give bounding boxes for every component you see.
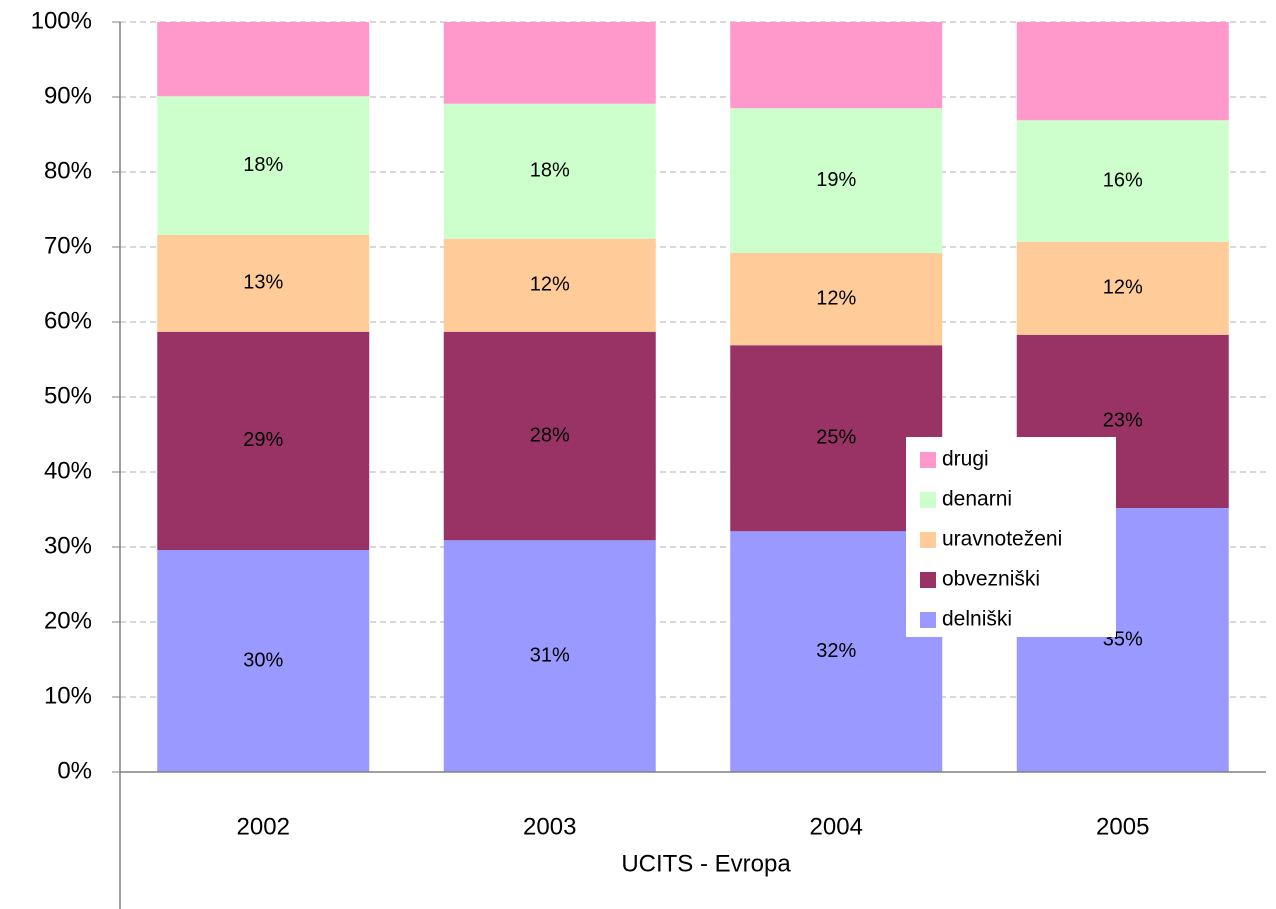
legend-swatch (920, 452, 936, 468)
legend-swatch (920, 492, 936, 508)
y-tick-label: 100% (31, 7, 92, 34)
y-tick-label: 10% (44, 682, 92, 709)
data-label: 30% (243, 649, 283, 671)
bar-segment (157, 96, 370, 235)
data-label: 25% (816, 427, 856, 449)
bar-segment (157, 331, 370, 550)
data-label: 32% (816, 640, 856, 662)
legend-label: obvezniški (942, 568, 1040, 591)
data-label: 12% (1103, 277, 1143, 299)
bar-segment (1016, 22, 1229, 121)
bar-segment (443, 331, 656, 541)
data-label: 16% (1103, 169, 1143, 191)
legend-swatch (920, 532, 936, 548)
y-tick-label: 70% (44, 232, 92, 259)
data-label: 28% (530, 424, 570, 446)
x-tick-label: 2002 (237, 813, 290, 840)
bar-segment (443, 22, 656, 104)
bar-segment (157, 550, 370, 772)
x-tick-label: 2004 (810, 813, 863, 840)
bar-segment (730, 108, 943, 253)
y-tick-label: 40% (44, 457, 92, 484)
data-label: 18% (243, 154, 283, 176)
legend-label: denarni (942, 488, 1012, 511)
bar-segment (157, 22, 370, 97)
legend-swatch (920, 612, 936, 628)
y-tick-label: 30% (44, 532, 92, 559)
data-label: 31% (530, 644, 570, 666)
bar-segment (443, 540, 656, 772)
y-tick-label: 80% (44, 157, 92, 184)
bar-segment (1016, 241, 1229, 335)
data-label: 13% (243, 272, 283, 294)
data-label: 23% (1103, 410, 1143, 432)
bar-segment (730, 253, 943, 346)
y-tick-label: 60% (44, 307, 92, 334)
legend-label: delniški (942, 608, 1012, 631)
legend-label: drugi (942, 448, 989, 471)
data-label: 19% (816, 169, 856, 191)
y-tick-label: 20% (44, 607, 92, 634)
bar-segment (443, 238, 656, 332)
data-label: 29% (243, 429, 283, 451)
y-tick-label: 50% (44, 382, 92, 409)
bar-segment (730, 22, 943, 109)
x-tick-label: 2005 (1096, 813, 1149, 840)
data-label: 18% (530, 160, 570, 182)
data-label: 12% (530, 274, 570, 296)
legend-box (906, 437, 1116, 637)
y-tick-label: 90% (44, 82, 92, 109)
data-label: 12% (816, 287, 856, 309)
legend-swatch (920, 572, 936, 588)
bar-segment (443, 103, 656, 239)
bar-segment (1016, 120, 1229, 242)
x-tick-label: 2003 (523, 813, 576, 840)
bar-segment (157, 235, 370, 332)
x-axis-title: UCITS - Evropa (621, 850, 791, 877)
legend-label: uravnoteženi (942, 528, 1062, 551)
y-tick-label: 0% (57, 757, 92, 784)
